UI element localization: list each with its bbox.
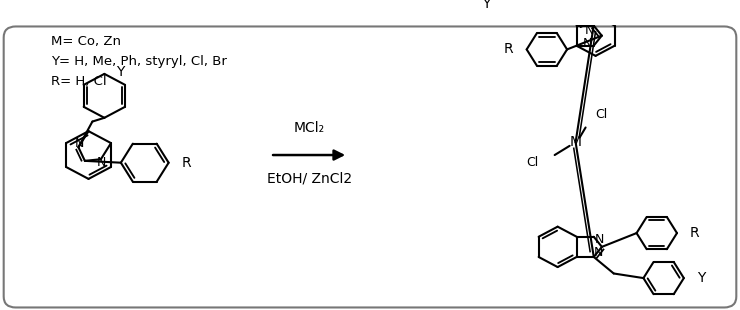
Text: EtOH/ ZnCl2: EtOH/ ZnCl2 bbox=[266, 171, 352, 186]
Text: N: N bbox=[595, 233, 605, 246]
Text: N: N bbox=[75, 137, 84, 150]
Text: N: N bbox=[594, 246, 603, 259]
Text: Cl: Cl bbox=[596, 108, 608, 121]
Text: N: N bbox=[583, 37, 592, 50]
Text: M= Co, Zn: M= Co, Zn bbox=[50, 35, 121, 48]
Text: N: N bbox=[585, 24, 594, 37]
Text: N: N bbox=[97, 156, 107, 169]
Text: Cl: Cl bbox=[526, 156, 539, 169]
Text: M: M bbox=[570, 135, 582, 149]
Text: R= H, Cl: R= H, Cl bbox=[50, 75, 107, 88]
Text: MCl₂: MCl₂ bbox=[294, 121, 325, 135]
Text: Y: Y bbox=[116, 65, 125, 79]
Text: Y= H, Me, Ph, styryl, Cl, Br: Y= H, Me, Ph, styryl, Cl, Br bbox=[50, 55, 226, 68]
Text: R: R bbox=[504, 42, 514, 56]
Text: R: R bbox=[181, 156, 191, 170]
Text: Y: Y bbox=[697, 271, 705, 285]
Text: Y: Y bbox=[482, 0, 491, 11]
Text: R: R bbox=[690, 226, 699, 240]
